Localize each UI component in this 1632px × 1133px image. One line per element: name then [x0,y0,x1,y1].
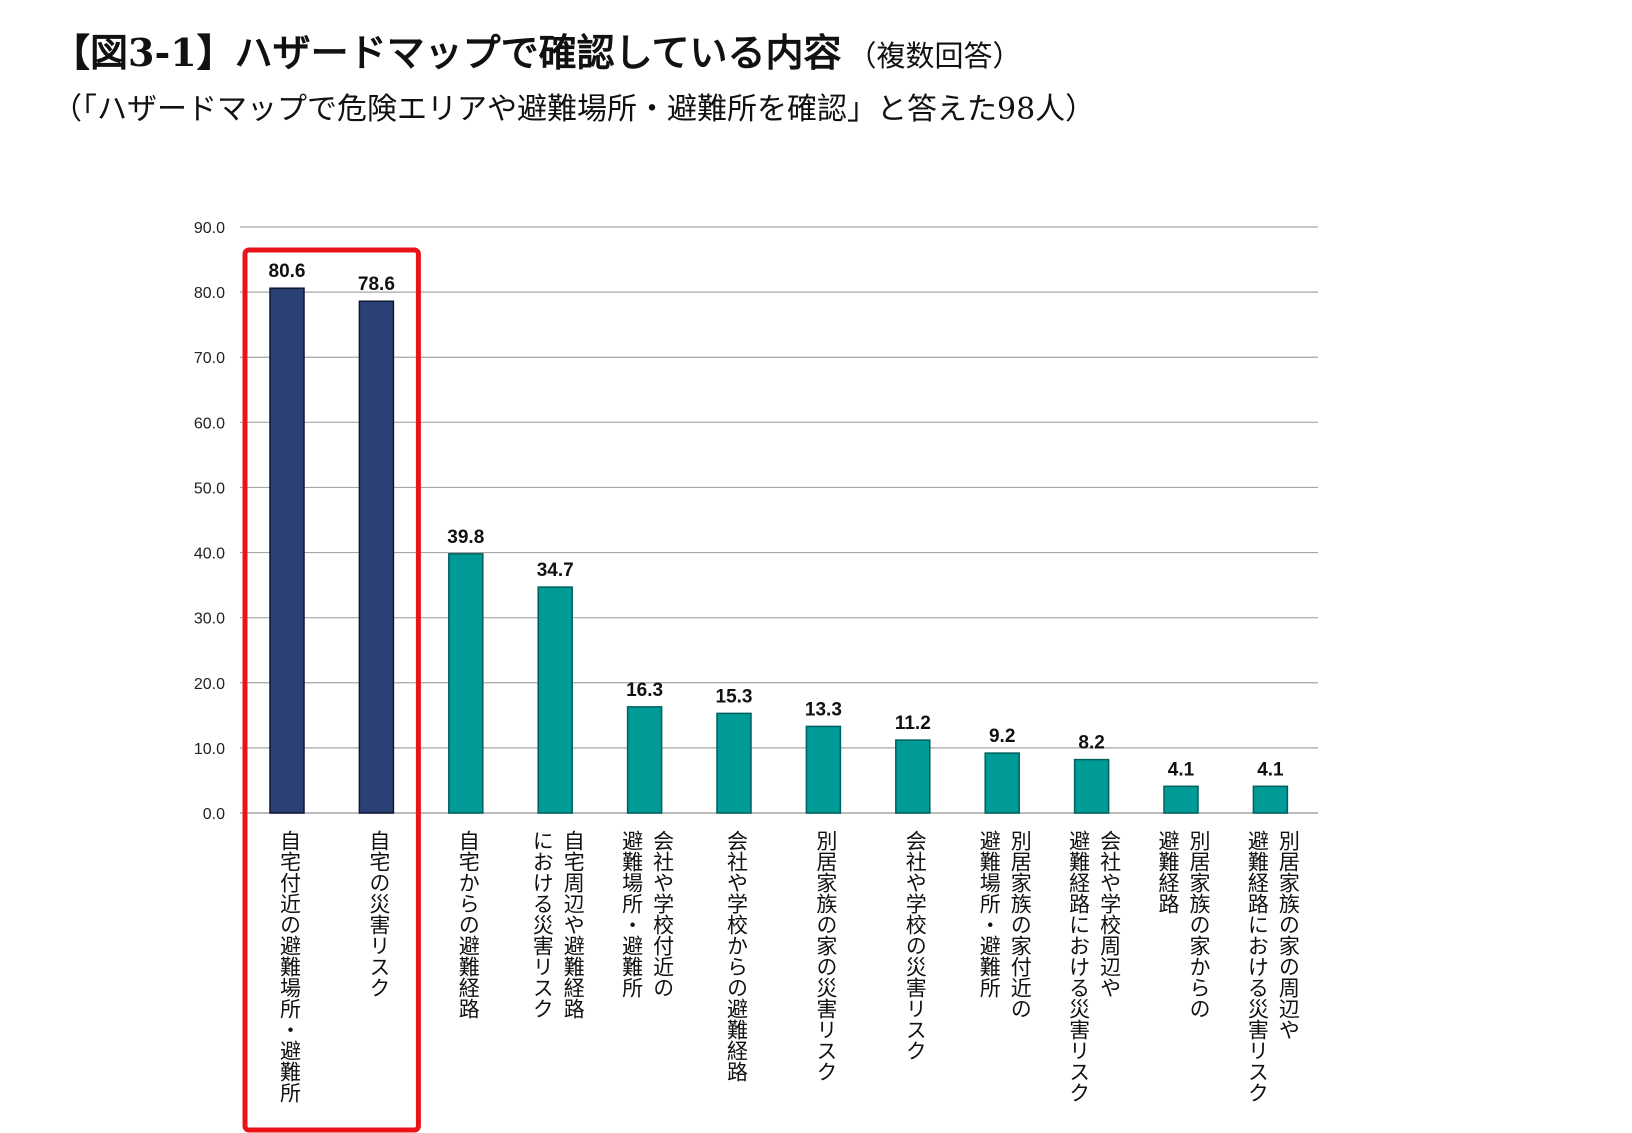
data-label: 80.6 [269,261,306,282]
data-label: 8.2 [1078,733,1104,754]
data-label: 39.8 [447,527,484,548]
title-note: （複数回答） [847,39,1022,73]
bar [358,300,395,814]
data-label: 16.3 [626,680,663,701]
y-tick-label: 90.0 [194,220,225,237]
x-category-label: 自宅周辺や避難経路 における災害リスク [530,830,586,1019]
bar [269,287,305,814]
x-category-label: 会社や学校からの避難経路 [724,830,749,1082]
x-category-label: 別居家族の家付近の 避難場所・避難所 [977,830,1033,1019]
y-tick-label: 40.0 [194,546,225,563]
bar [716,712,752,814]
x-category-label: 会社や学校付近の 避難場所・避難所 [619,830,675,998]
data-label: 34.7 [537,560,574,581]
y-tick-label: 10.0 [194,741,225,758]
y-tick-label: 60.0 [194,415,225,432]
y-tick-label: 20.0 [194,676,225,693]
data-label: 15.3 [716,686,753,707]
data-label: 4.1 [1257,759,1284,780]
bar [448,553,484,814]
y-tick-label: 0.0 [203,806,225,823]
bar [1073,758,1110,814]
x-category-label: 自宅の災害リスク [366,830,391,998]
data-label: 78.6 [358,274,395,295]
data-label: 4.1 [1168,759,1195,780]
data-label: 9.2 [989,726,1015,747]
chart-title: 【図3-1】ハザードマップで確認している内容 （複数回答） [52,22,1022,77]
data-label: 11.2 [895,713,931,734]
x-category-label: 別居家族の家からの 避難経路 [1156,830,1211,1019]
chart-subtitle: （「ハザードマップで危険エリアや避難場所・避難所を確認」と答えた98人） [52,92,1096,127]
bar [1163,785,1199,814]
y-tick-label: 70.0 [194,350,225,367]
x-category-label: 別居家族の家の周辺や 避難経路における災害リスク [1245,830,1301,1103]
title-text: 【図3-1】ハザードマップで確認している内容 [52,30,842,75]
x-category-label: 自宅からの避難経路 [456,830,481,1019]
bar [537,586,573,814]
data-label: 13.3 [805,699,842,720]
x-category-label: 自宅付近の避難場所・避難所 [277,830,302,1103]
bar [984,752,1020,814]
highlight-box [242,247,421,1133]
bar [895,739,931,814]
bar [626,706,663,814]
x-category-label: 別居家族の家の災害リスク [813,830,838,1082]
y-tick-label: 30.0 [194,611,225,628]
y-tick-label: 80.0 [194,285,225,302]
x-category-label: 会社や学校周辺や 避難経路における災害リスク [1066,830,1122,1103]
bar [1252,785,1289,814]
y-tick-label: 50.0 [194,480,225,497]
x-category-label: 会社や学校の災害リスク [903,830,928,1061]
bar [805,725,842,814]
